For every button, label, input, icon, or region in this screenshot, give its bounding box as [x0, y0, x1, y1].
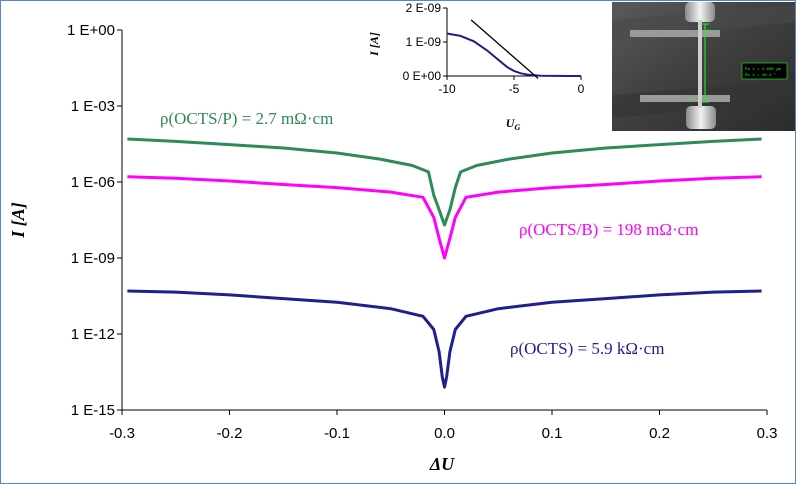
x-tick-label: 0.1: [542, 425, 563, 442]
x-tick-label: 0.2: [649, 425, 670, 442]
inset-y-tick-label: 0 E+00: [403, 69, 442, 83]
series-line-2: [127, 289, 762, 389]
inset-x-tick-label: 0: [578, 82, 585, 96]
x-tick-label: 0.3: [757, 425, 778, 442]
micrograph-measure-1: Pa 1 = 2.000 µm: [745, 68, 782, 72]
micrograph-bottom-pad: [686, 106, 716, 129]
inset-x-axis-title: UG: [506, 116, 521, 132]
micrograph-top-pad: [685, 2, 715, 22]
main-y-axis-title: I [A]: [8, 202, 28, 239]
inset-series-line-1: [470, 19, 539, 79]
y-tick-label: 1 E-12: [71, 326, 115, 343]
inset-plot-area: -10 -5 0 0 E+00 1 E-09 2 E-09: [403, 1, 585, 96]
micrograph-label-top: Pa 1: [707, 30, 717, 34]
series-line-0: [127, 137, 762, 227]
inset-series-line-0: [446, 32, 581, 77]
main-plot-area: -0.3 -0.2 -0.1 0.0 0.1 0.2 0.3 1 E-15 1 E-12 1 E-…: [67, 22, 777, 442]
micrograph-measure-box: [741, 62, 788, 80]
inset-y-tick-label: 2 E-09: [406, 1, 442, 15]
micrograph-electrode: [640, 95, 730, 102]
y-tick-label: 1 E+00: [67, 22, 115, 39]
annotation-octs-p: ρ(OCTS/P) = 2.7 mΩ·cm: [160, 109, 333, 128]
inset-y-axis-title: I [A]: [367, 32, 381, 57]
annotation-octs: ρ(OCTS) = 5.9 kΩ·cm: [510, 339, 664, 358]
inset-y-tick-label: 1 E-09: [406, 35, 442, 49]
y-tick-label: 1 E-03: [71, 98, 115, 115]
y-tick-label: 1 E-09: [71, 250, 115, 267]
y-tick-label: 1 E-06: [71, 174, 115, 191]
micrograph-electrode: [630, 30, 720, 37]
inset-x-tick-label: -10: [438, 82, 456, 96]
micrograph-label-bottom: Pa 2: [685, 98, 695, 102]
annotation-octs-b: ρ(OCTS/B) = 198 mΩ·cm: [519, 220, 698, 239]
x-tick-label: 0.0: [434, 425, 455, 442]
inset-x-tick-label: -5: [509, 82, 520, 96]
sem-micrograph-image: Pa 1 Pa 2 Pa 1 = 2.000 µm Pb 1 = 46.2 °: [612, 2, 795, 131]
x-tick-label: -0.1: [324, 425, 350, 442]
x-tick-label: -0.2: [217, 425, 243, 442]
micrograph-measure-2: Pb 1 = 46.2 °: [745, 73, 776, 78]
y-tick-label: 1 E-15: [71, 402, 115, 419]
x-tick-label: -0.3: [109, 425, 135, 442]
series-line-1: [127, 175, 762, 260]
main-x-axis-title: ΔU: [429, 454, 455, 474]
